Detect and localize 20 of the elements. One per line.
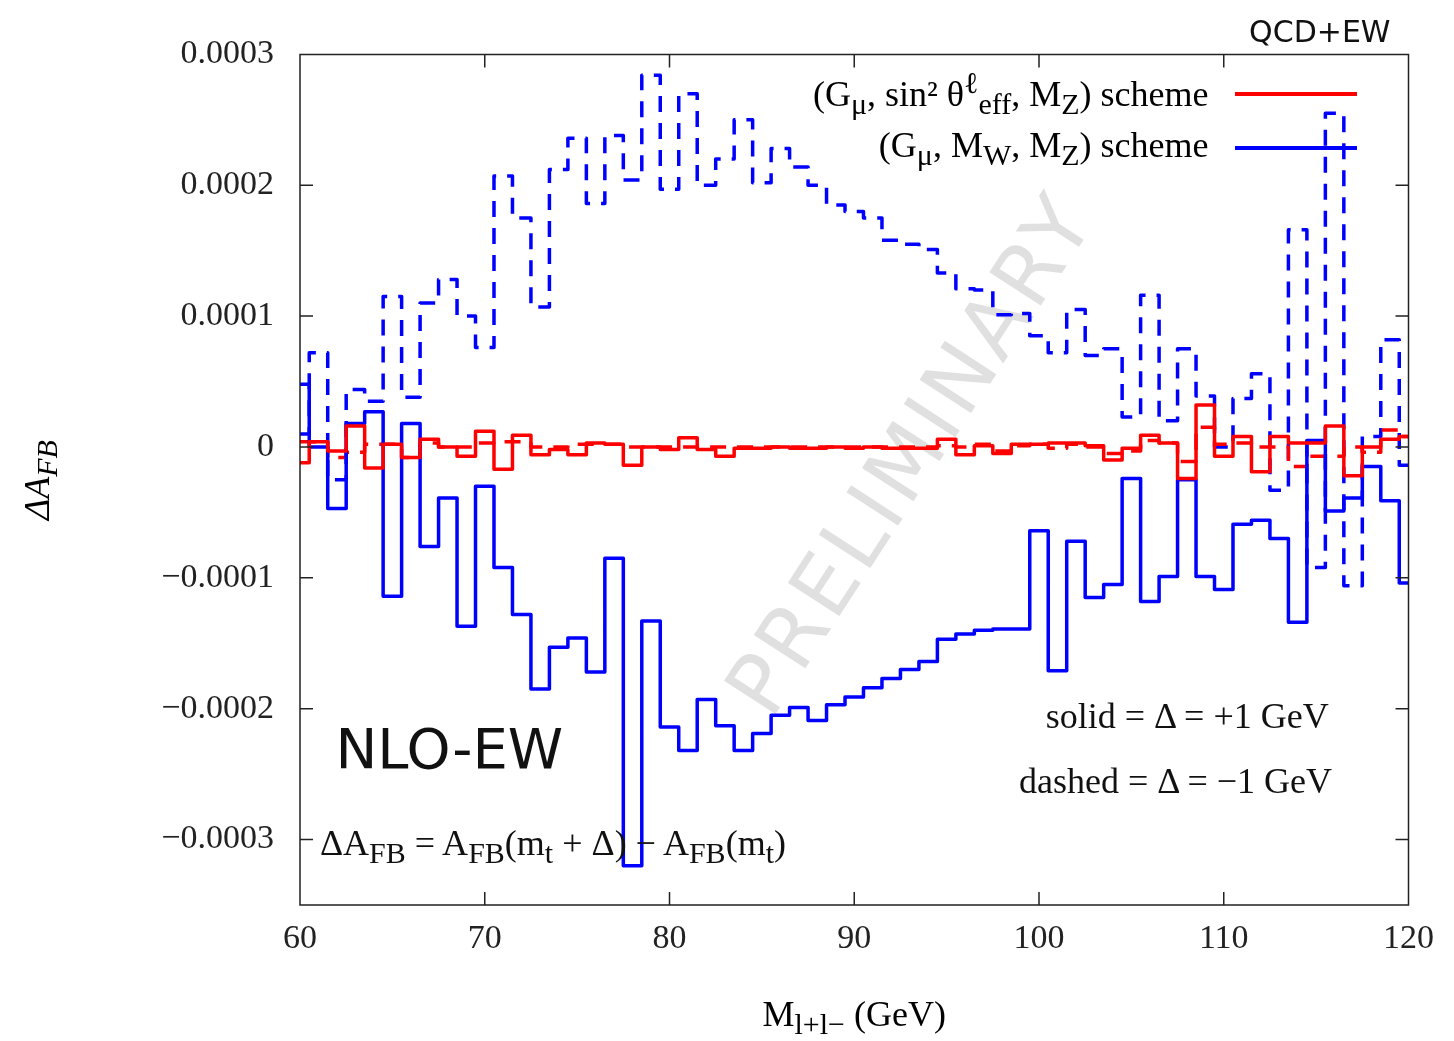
y-tick-label: −0.0002 <box>161 687 274 725</box>
annotation: NLO-EW <box>335 715 564 781</box>
x-axis-title: M$_{l+l−}$ (GeV) <box>762 993 946 1041</box>
y-tick-label: 0.0003 <box>180 33 274 71</box>
x-tick-label: 120 <box>1383 918 1434 956</box>
x-tick-label: 100 <box>1013 918 1065 956</box>
y-tick-label: 0.0001 <box>180 295 274 333</box>
x-tick-label: 60 <box>283 918 317 956</box>
x-tick-label: 70 <box>467 918 502 956</box>
x-tick-label: 80 <box>652 918 687 956</box>
x-tick-label: 110 <box>1198 918 1249 956</box>
chart-title: QCD+EW <box>1249 14 1391 50</box>
y-tick-label: 0.0002 <box>180 164 274 202</box>
legend-label: (G$_{μ}$, M$_{W}$, M$_{Z}$) scheme <box>878 123 1209 172</box>
y-tick-label: 0 <box>257 425 274 463</box>
legend-label: (G$_{μ}$, sin² θ$^{ℓ}$$_{eff}$, M$_{Z}$) scheme <box>812 66 1209 122</box>
y-tick-label: −0.0003 <box>161 818 274 856</box>
annotation: dashed = Δ = −1 GeV <box>1019 761 1333 802</box>
x-tick-label: 90 <box>837 918 872 956</box>
y-tick-label: −0.0001 <box>161 556 274 594</box>
